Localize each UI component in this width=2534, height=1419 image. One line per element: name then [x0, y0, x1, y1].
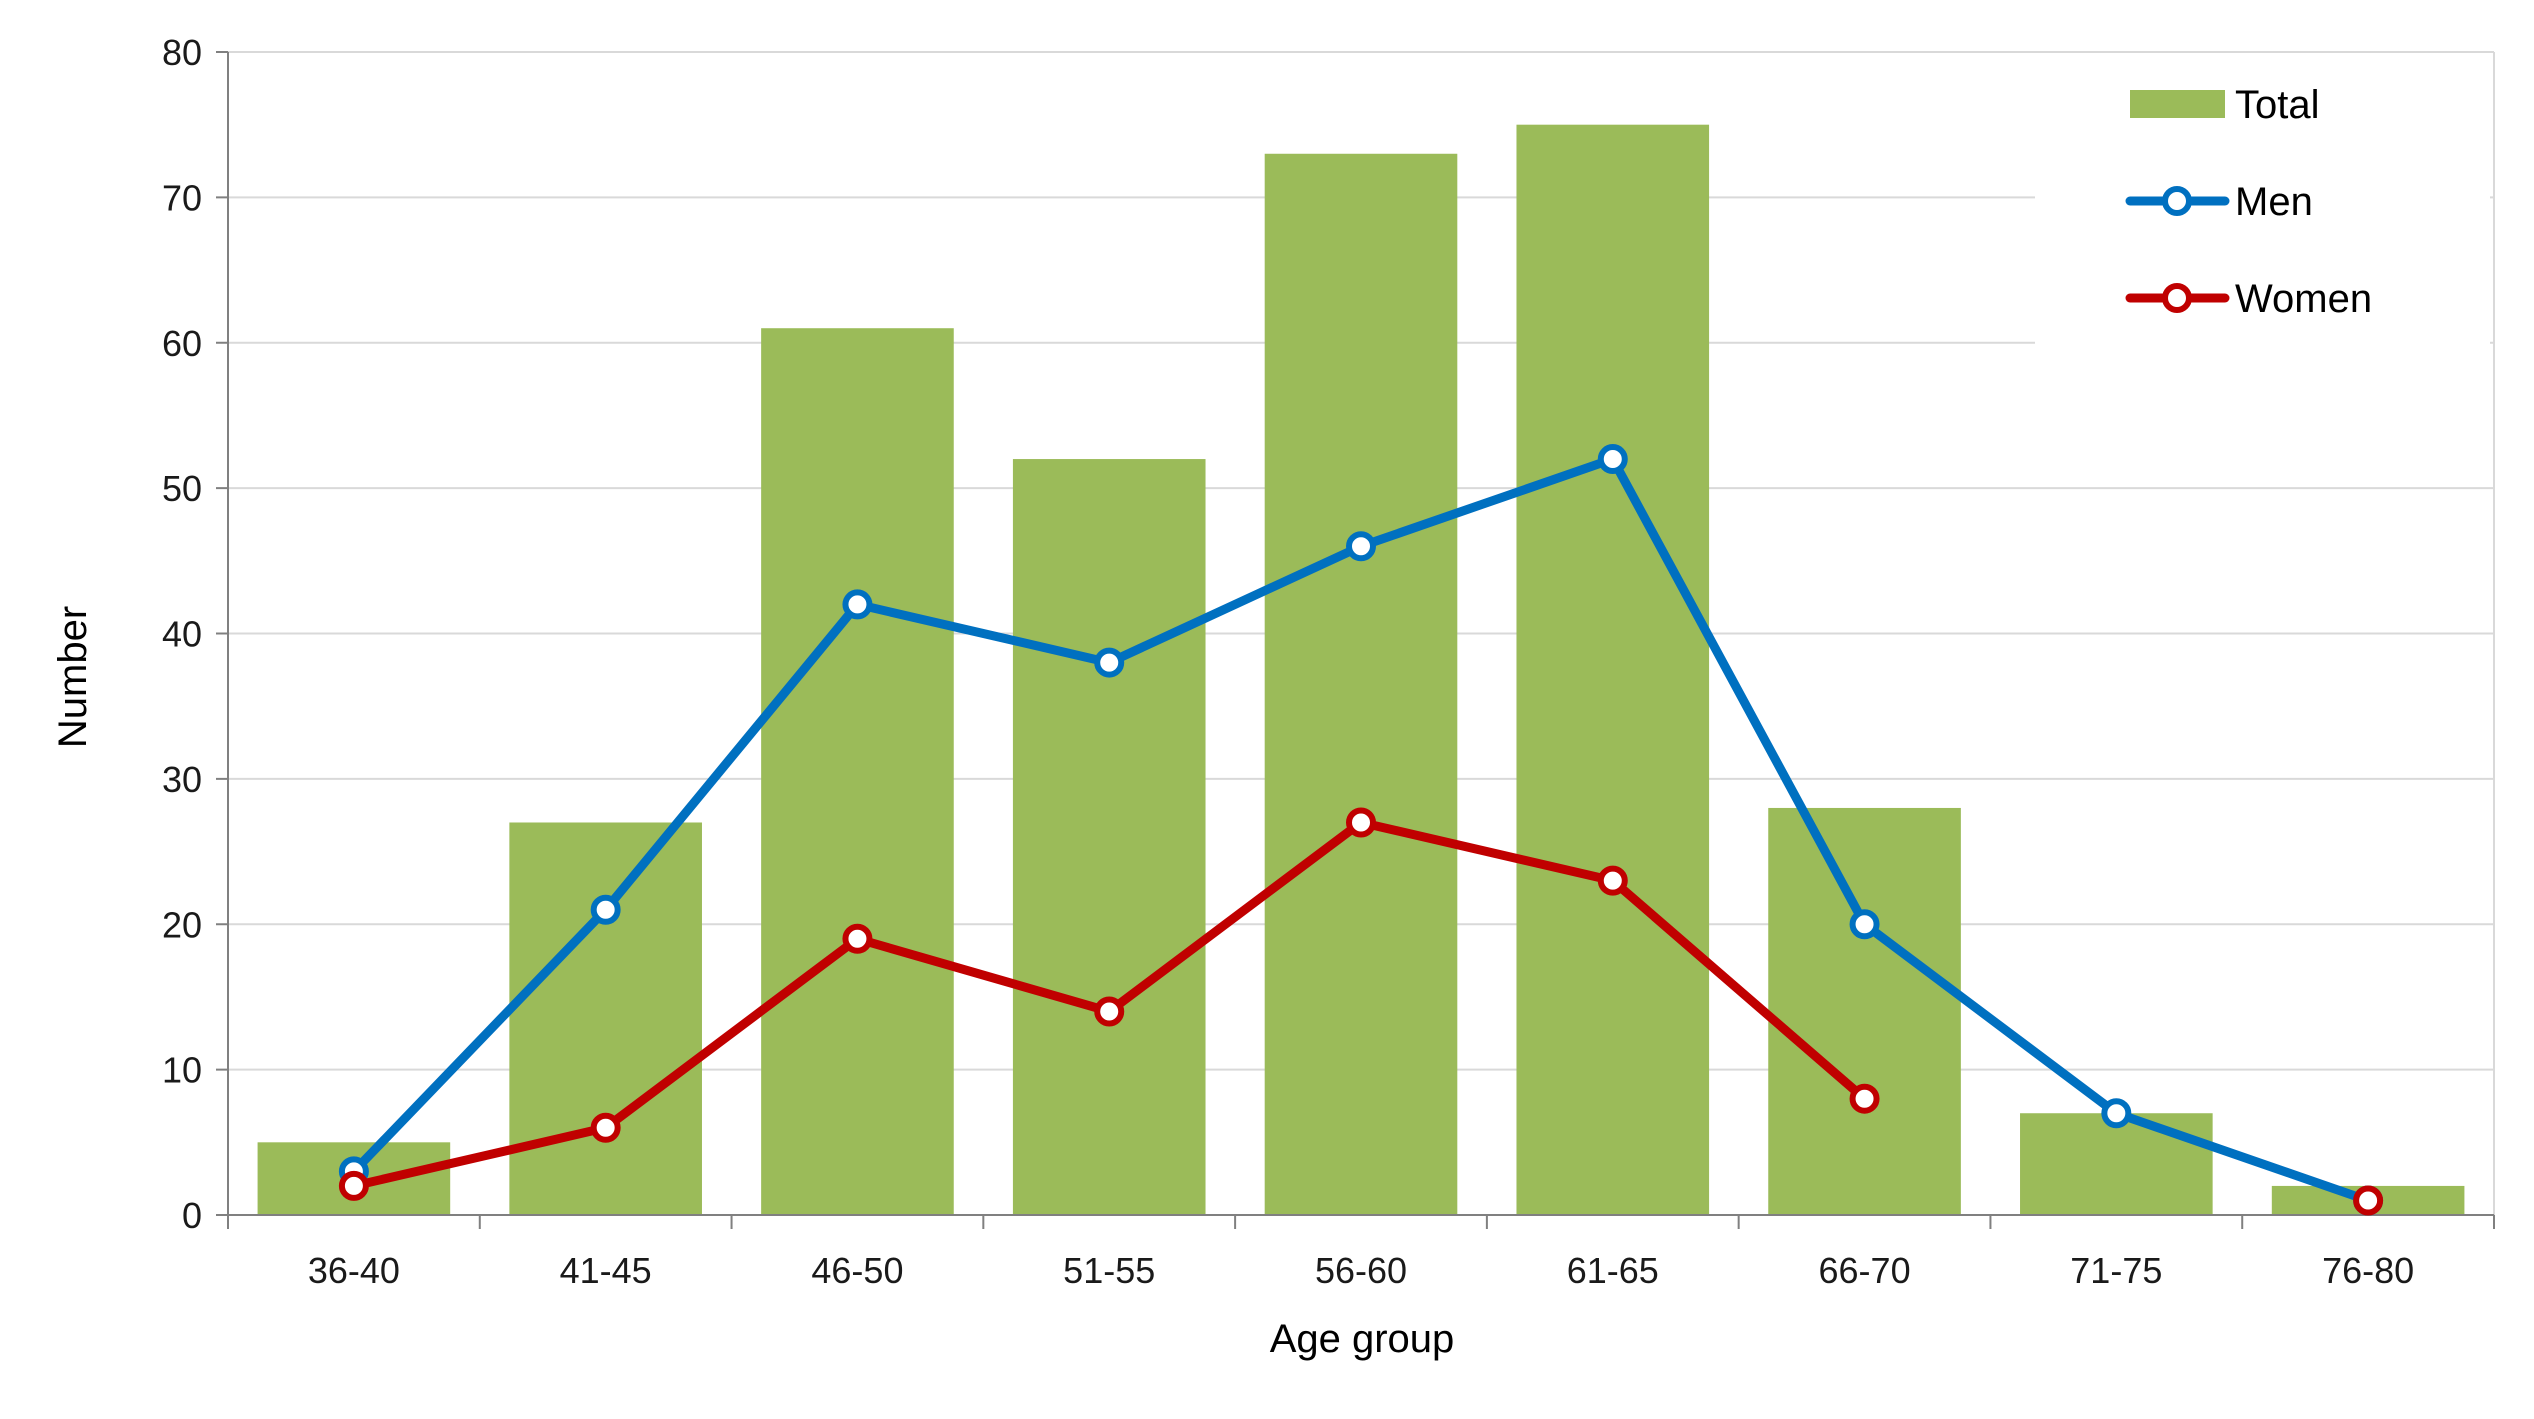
y-tick-label: 20 [162, 904, 202, 945]
point-women [1849, 1083, 1880, 1114]
point-men [1597, 444, 1628, 475]
y-tick-labels: 0 10 20 30 40 50 60 70 80 [162, 32, 202, 1236]
x-tick-labels: 36-40 41-45 46-50 51-55 56-60 61-65 66-70 71-75… [308, 1250, 2414, 1291]
x-tick-label: 36-40 [308, 1250, 400, 1291]
y-tick-label: 30 [162, 759, 202, 800]
x-tick-label: 66-70 [1819, 1250, 1911, 1291]
x-axis-title: Age group [1270, 1317, 1455, 1361]
x-tick-label: 56-60 [1315, 1250, 1407, 1291]
legend: Total Men Women [2035, 70, 2490, 350]
axes [216, 51, 2495, 1229]
legend-background [2035, 70, 2490, 350]
bar-total [761, 328, 954, 1215]
bar-total [1768, 807, 1961, 1215]
y-tick-label: 50 [162, 468, 202, 509]
x-tick-label: 61-65 [1567, 1250, 1659, 1291]
line-series [338, 444, 2384, 1216]
bar-total [1264, 153, 1458, 1216]
bar-series-total [257, 124, 2465, 1216]
x-tick-label: 41-45 [560, 1250, 652, 1291]
y-tick-label: 60 [162, 323, 202, 364]
bar-total [1516, 124, 1710, 1215]
y-tick-label: 0 [182, 1195, 202, 1236]
point-men [1849, 909, 1880, 940]
point-women [590, 1112, 621, 1143]
legend-label-men: Men [2235, 180, 2313, 224]
point-men [1346, 531, 1376, 562]
y-tick-label: 10 [162, 1050, 202, 1091]
point-women [842, 923, 873, 954]
point-men [2101, 1098, 2132, 1129]
x-tick-label: 51-55 [1063, 1250, 1155, 1291]
legend-swatch-total [2130, 90, 2225, 118]
legend-label-total: Total [2235, 83, 2320, 127]
legend-label-women: Women [2235, 277, 2372, 321]
y-tick-label: 80 [162, 32, 202, 73]
y-tick-label: 40 [162, 614, 202, 655]
bar-total [1012, 459, 1206, 1215]
point-men [590, 894, 621, 925]
x-tick-label: 71-75 [2070, 1250, 2162, 1291]
point-women [1094, 996, 1125, 1027]
bar-total [509, 822, 702, 1215]
x-tick-label: 46-50 [811, 1250, 903, 1291]
y-tick-label: 70 [162, 177, 202, 218]
point-men [842, 589, 873, 620]
bar-total [2020, 1113, 2213, 1215]
legend-marker-women [2162, 283, 2192, 313]
point-women [1597, 865, 1628, 896]
y-axis-title: Number [51, 606, 95, 748]
x-tick-label: 76-80 [2322, 1250, 2414, 1291]
point-women [2353, 1185, 2384, 1216]
point-women [338, 1170, 369, 1201]
point-men [1094, 647, 1125, 678]
legend-marker-men [2162, 186, 2192, 216]
point-women [1346, 807, 1376, 838]
